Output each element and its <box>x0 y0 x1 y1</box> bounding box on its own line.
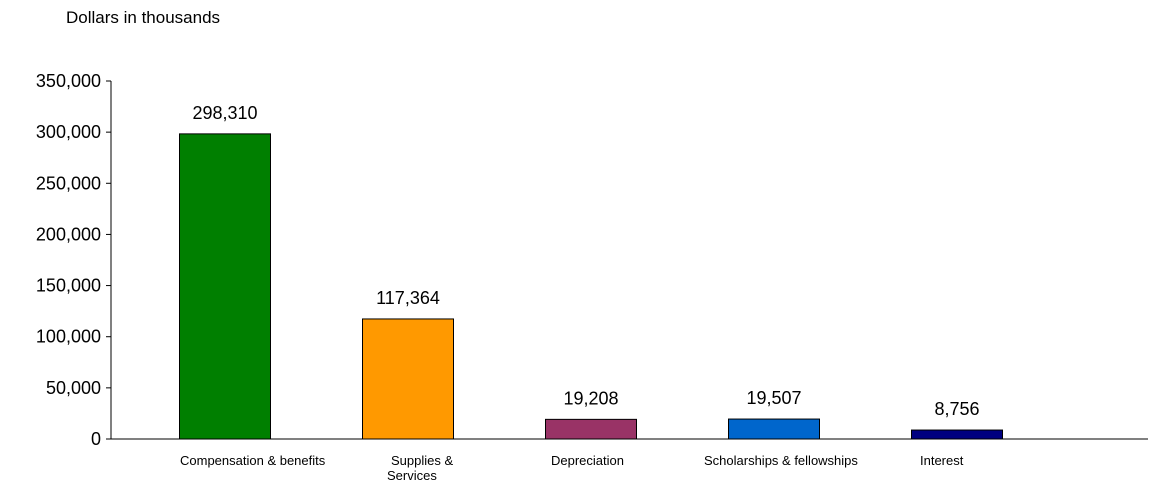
x-category-label: Interest <box>920 453 964 468</box>
bar <box>545 418 637 440</box>
x-category-label-line: Services <box>387 468 437 483</box>
bars-group <box>179 133 1003 440</box>
data-label: 19,507 <box>746 388 801 408</box>
y-tick-label: 50,000 <box>46 378 101 398</box>
data-label: 298,310 <box>192 103 257 123</box>
y-tick-label: 0 <box>91 429 101 449</box>
data-label: 19,208 <box>563 388 618 408</box>
x-category-label: Depreciation <box>551 453 624 468</box>
x-category-label-line: Depreciation <box>551 453 624 468</box>
x-category-label-line: Interest <box>920 453 964 468</box>
data-label: 117,364 <box>376 288 440 308</box>
bar <box>179 133 271 440</box>
x-category-label-line: Supplies & <box>391 453 453 468</box>
y-tick-label: 150,000 <box>36 276 101 296</box>
data-labels-group: 298,310 117,364 19,208 19,507 8,756 <box>192 103 979 419</box>
y-tick-label: 200,000 <box>36 224 101 244</box>
bar <box>728 418 820 440</box>
bar <box>911 429 1003 440</box>
x-category-label: Supplies & Services <box>387 453 453 483</box>
y-axis: 0 50,000 100,000 150,000 200,000 250,000 300,0… <box>36 71 112 449</box>
units-label: Dollars in thousands <box>66 8 221 27</box>
x-category-label-line: Compensation & benefits <box>180 453 326 468</box>
bar <box>362 318 454 440</box>
y-tick-label: 250,000 <box>36 173 101 193</box>
y-tick-label: 350,000 <box>36 71 101 91</box>
y-tick-label: 300,000 <box>36 122 101 142</box>
x-category-label: Scholarships & fellowships <box>704 453 858 468</box>
y-tick-label: 100,000 <box>36 327 101 347</box>
x-category-label-line: Scholarships & fellowships <box>704 453 858 468</box>
x-category-label: Compensation & benefits <box>180 453 326 468</box>
x-axis: Compensation & benefits Supplies & Service… <box>111 438 1148 483</box>
data-label: 8,756 <box>934 399 979 419</box>
